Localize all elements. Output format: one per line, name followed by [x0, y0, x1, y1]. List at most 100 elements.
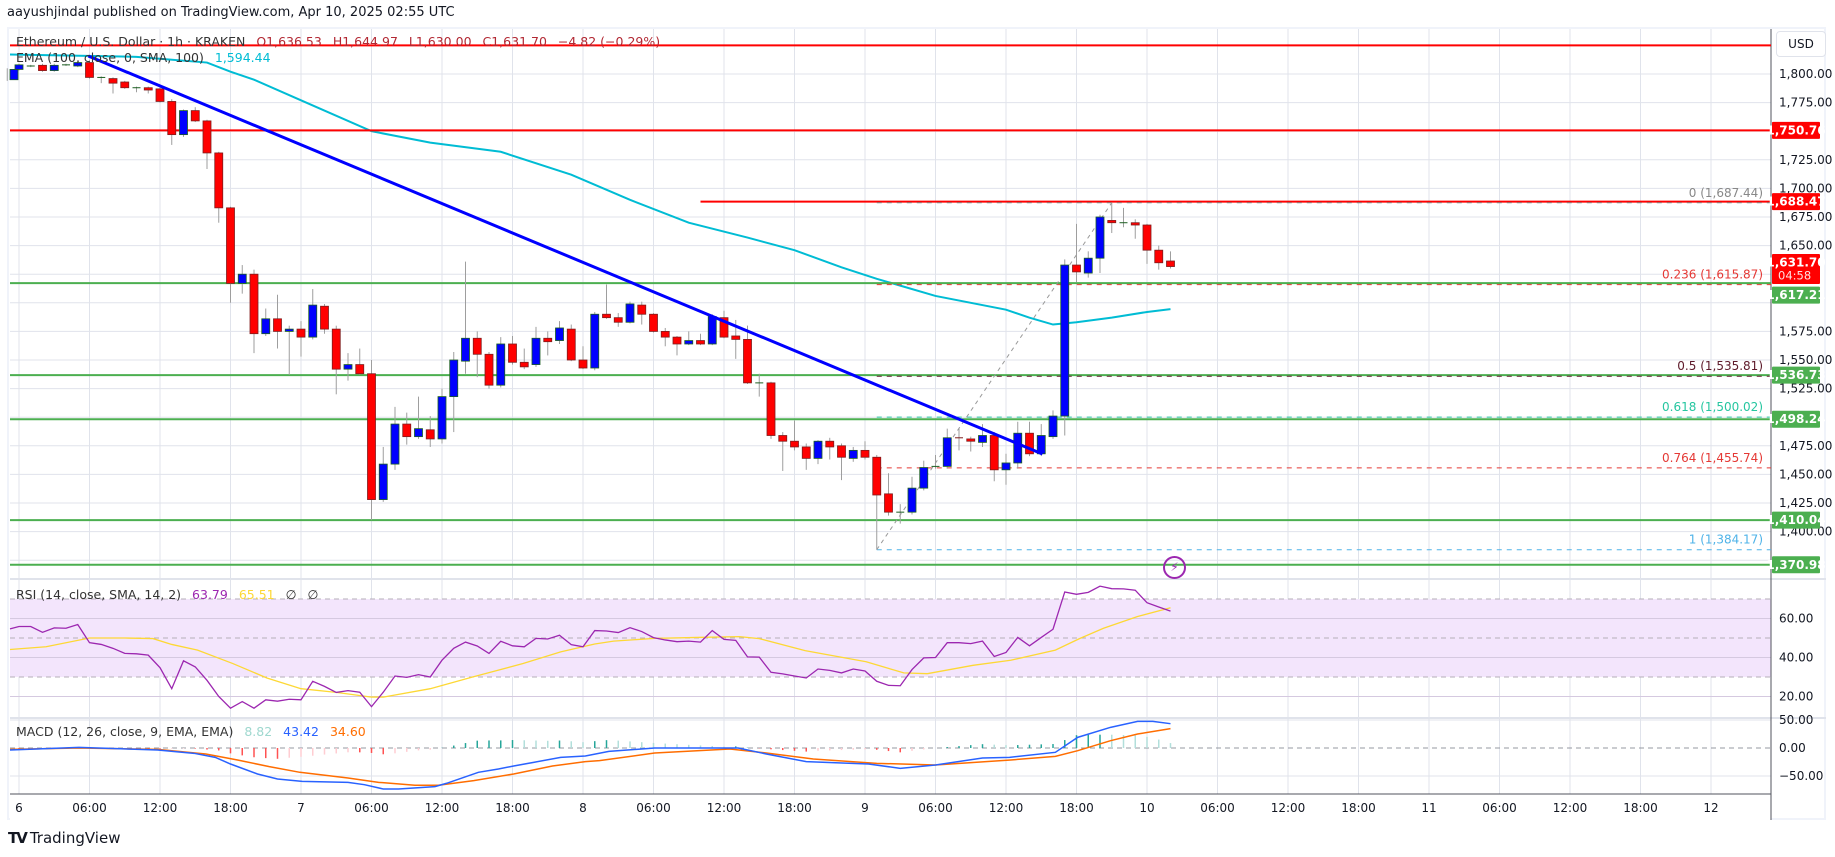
candle-body	[472, 337, 482, 355]
time-axis-label: 06:00	[354, 801, 389, 815]
time-axis-label: 18:00	[1059, 801, 1094, 815]
plot-background	[10, 29, 1771, 820]
candle-body	[907, 487, 917, 513]
candle-body	[484, 353, 494, 386]
trendline[interactable]	[87, 54, 1044, 456]
candle-body	[179, 110, 188, 136]
candle-body	[801, 446, 811, 459]
ema-line	[9, 53, 1171, 326]
macd-axis-label: −50.00	[1779, 769, 1823, 783]
rsi-label: RSI (14, close, SMA, 14, 2)	[16, 587, 182, 602]
candle-body	[249, 273, 259, 335]
price-label-value: 1,410.04	[1766, 513, 1825, 527]
time-axis-label: 8	[579, 801, 587, 815]
price-axis-label: 1,675.00	[1779, 210, 1832, 224]
candle-body	[414, 428, 423, 438]
tradingview-logo-icon: 𝗧𝗩	[8, 829, 28, 847]
ohlc-close: C1,631.70	[482, 34, 547, 49]
candle-body	[590, 313, 600, 369]
rsi-axis-label: 60.00	[1779, 612, 1813, 626]
candle-body	[1025, 432, 1034, 455]
fib-diagonal[interactable]	[876, 202, 1113, 550]
fib-level-label: 0 (1,687.44)	[1689, 186, 1763, 200]
candle-body	[790, 440, 799, 448]
price-label-box	[1772, 556, 1820, 574]
symbol-name[interactable]: Ethereum / U.S. Dollar · 1h · KRAKEN	[16, 34, 246, 49]
candle-body	[308, 304, 318, 338]
price-label-box	[1772, 254, 1820, 285]
candle-body	[1130, 222, 1140, 226]
candle-body	[778, 435, 788, 442]
macd-label: MACD (12, 26, close, 9, EMA, EMA)	[16, 724, 234, 739]
bar-countdown: 04:58	[1778, 269, 1811, 283]
candle-body	[273, 318, 282, 332]
price-label-value: 1,617.21	[1766, 288, 1825, 302]
time-axis-label: 6	[15, 801, 23, 815]
candle-body	[860, 449, 870, 458]
candle-body	[49, 64, 59, 71]
candle-body	[1095, 216, 1105, 259]
candle-body	[355, 364, 365, 375]
price-axis-label: 1,575.00	[1779, 324, 1832, 338]
candle-body	[237, 273, 247, 284]
ohlc-high: H1,644.97	[332, 34, 398, 49]
candle-body	[1072, 264, 1081, 273]
price-axis-label: 1,800.00	[1779, 67, 1832, 81]
candle-body	[1060, 264, 1070, 417]
price-axis-label: 1,450.00	[1779, 467, 1832, 481]
price-label-value: 1,370.98	[1766, 558, 1825, 572]
candle-body	[284, 328, 294, 332]
candle-body	[613, 317, 623, 323]
candle-body	[872, 456, 882, 496]
candle-body	[425, 429, 435, 440]
candle-body	[625, 303, 635, 323]
rsi-line	[9, 585, 1171, 710]
candle-body	[696, 340, 705, 345]
candle-body	[578, 359, 588, 369]
candle-body	[1107, 220, 1117, 224]
symbol-legend: Ethereum / U.S. Dollar · 1h · KRAKEN O1,…	[16, 34, 667, 49]
fib-level-label: 0.5 (1,535.81)	[1677, 359, 1763, 373]
price-label-box	[1772, 286, 1820, 304]
macd-legend[interactable]: MACD (12, 26, close, 9, EMA, EMA) 8.82 4…	[16, 724, 373, 739]
candle-body	[707, 316, 717, 345]
macd-hist-value: 8.82	[244, 724, 273, 739]
candle-body	[202, 120, 212, 154]
time-axis-label: 7	[297, 801, 305, 815]
ohlc-change: −4.82 (−0.29%)	[557, 34, 661, 49]
currency-button[interactable]: USD	[1776, 31, 1826, 57]
candle-body	[989, 435, 999, 471]
candle-body	[1083, 257, 1093, 274]
tradingview-logo[interactable]: 𝗧𝗩 TradingView	[8, 829, 120, 847]
ema-legend[interactable]: EMA (100, close, 0, SMA, 100) 1,594.44	[16, 50, 278, 65]
candle-body	[919, 467, 929, 489]
candle-body	[884, 493, 893, 513]
ohlc-low: L1,630.00	[408, 34, 472, 49]
candle-body	[449, 359, 459, 398]
rsi-legend[interactable]: RSI (14, close, SMA, 14, 2) 63.79 65.51 …	[16, 587, 325, 602]
price-axis-label: 1,650.00	[1779, 239, 1832, 253]
price-label-box	[1772, 121, 1820, 139]
candle-body	[942, 437, 952, 467]
candle-body	[825, 440, 835, 448]
macd-signal-line	[9, 727, 1171, 787]
time-axis-label: 06:00	[1200, 801, 1235, 815]
rsi-sma-value: 65.51	[238, 587, 275, 602]
candle-body	[813, 440, 823, 459]
time-axis-label: 06:00	[918, 801, 953, 815]
candle-body	[226, 207, 235, 284]
fib-level-label: 0.618 (1,500.02)	[1662, 400, 1763, 414]
price-axis-label: 1,725.00	[1779, 153, 1832, 167]
candle-body	[38, 64, 47, 71]
fib-level-label: 1 (1,384.17)	[1689, 533, 1763, 547]
candle-body	[848, 449, 858, 459]
candle-body	[167, 101, 177, 136]
ema-value: 1,594.44	[214, 50, 271, 65]
price-label-value: 1,688.47	[1766, 195, 1825, 209]
candle-body	[296, 328, 306, 338]
time-axis-label: 12:00	[989, 801, 1024, 815]
candle-body	[261, 318, 271, 335]
lightning-icon[interactable]: ⚡	[1163, 556, 1186, 579]
time-axis-label: 18:00	[495, 801, 530, 815]
